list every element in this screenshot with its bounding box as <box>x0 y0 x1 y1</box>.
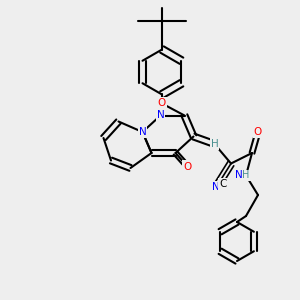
Text: H: H <box>211 139 218 149</box>
Text: O: O <box>183 161 192 172</box>
Text: O: O <box>158 98 166 109</box>
Text: C: C <box>219 179 226 189</box>
Text: N: N <box>157 110 164 121</box>
Text: O: O <box>254 127 262 137</box>
Text: N: N <box>212 182 220 193</box>
Text: N: N <box>235 170 242 181</box>
Text: H: H <box>242 170 250 181</box>
Text: N: N <box>139 127 146 137</box>
